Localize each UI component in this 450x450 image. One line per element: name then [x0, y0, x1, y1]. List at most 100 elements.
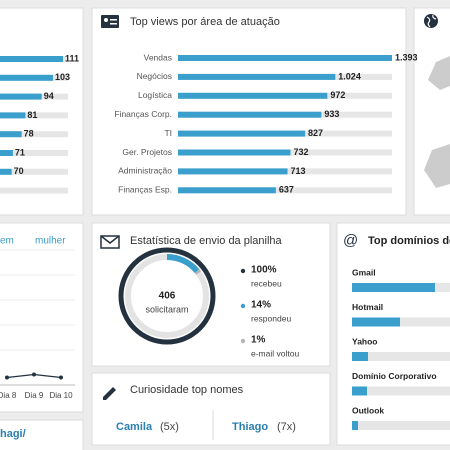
donut-ring	[118, 247, 216, 345]
name: Thiago	[232, 421, 268, 433]
legend-label: recebeu	[251, 278, 282, 288]
legend-entry: em	[0, 236, 14, 247]
value-label: 972	[330, 90, 345, 100]
name: Camila	[116, 421, 153, 433]
category-label: TI	[164, 128, 172, 138]
link-text[interactable]: hagi/	[0, 428, 26, 440]
value-label: 103	[55, 72, 70, 82]
bar	[0, 150, 13, 156]
point	[59, 375, 63, 380]
bar	[178, 111, 322, 118]
category-label: Domínio Corporativo	[352, 371, 437, 381]
panel	[0, 419, 84, 450]
bar	[0, 131, 22, 138]
bar	[178, 168, 288, 175]
bar-track	[352, 421, 450, 430]
bar	[352, 283, 435, 292]
panel	[0, 7, 84, 216]
bar	[178, 55, 392, 61]
value-label: 81	[27, 110, 37, 120]
panel-title: Curiosidade top nomes	[130, 384, 244, 396]
category-label: Vendas	[144, 52, 172, 62]
name-count: (5x)	[160, 421, 179, 433]
bar	[352, 317, 400, 327]
bar-track	[0, 131, 68, 138]
category-label: Yahoo	[352, 336, 378, 346]
donut-arc	[194, 269, 201, 275]
bar	[0, 74, 53, 81]
bar	[178, 92, 328, 99]
bar	[0, 112, 26, 119]
bar-track	[0, 112, 68, 119]
globe-icon	[424, 14, 438, 28]
legend-label: respondeu	[251, 313, 291, 323]
center-label: solicitaram	[145, 304, 188, 314]
bar	[178, 73, 336, 80]
category-label: Hotmail	[352, 302, 383, 312]
category-label: Ger. Projetos	[122, 147, 172, 157]
point	[32, 372, 36, 377]
x-tick-label: Dia 8	[0, 391, 17, 400]
value-label: 713	[291, 166, 306, 176]
legend-label: e-mail voltou	[251, 348, 299, 358]
bar	[0, 168, 12, 175]
id-card-icon	[101, 15, 119, 28]
point	[5, 375, 9, 380]
bar-track	[178, 187, 392, 194]
map-shape	[424, 56, 450, 188]
bar	[178, 149, 291, 156]
value-label: 94	[44, 91, 54, 101]
value-label: 933	[324, 109, 339, 119]
bar-track	[0, 187, 68, 194]
category-label: Gmail	[352, 267, 376, 277]
legend-bullet	[240, 338, 246, 344]
bar-track	[0, 168, 68, 175]
category-label: Finanças Esp.	[118, 185, 172, 195]
value-label: 70	[14, 166, 24, 176]
bar	[352, 421, 358, 430]
legend-value: 14%	[251, 300, 271, 311]
bar	[352, 386, 367, 396]
pencil-icon	[103, 387, 116, 400]
panel	[91, 372, 331, 446]
panel-title: Top domínios de	[368, 235, 450, 247]
value-label: 637	[279, 185, 294, 195]
at-icon: @	[343, 232, 358, 249]
category-label: Logística	[138, 90, 172, 100]
donut-arc	[166, 254, 200, 274]
category-label: Outlook	[352, 405, 384, 415]
envelope-icon	[100, 235, 120, 249]
value-label: 71	[15, 147, 25, 157]
bar-track	[352, 352, 450, 361]
bar	[178, 130, 306, 137]
center-value: 406	[159, 291, 176, 302]
x-tick-label: Dia 10	[49, 391, 73, 400]
legend-bullet	[240, 268, 246, 274]
panel	[91, 7, 407, 216]
x-tick-label: Dia 9	[25, 391, 44, 400]
bar	[0, 56, 63, 62]
bar	[178, 187, 276, 194]
legend-bullet	[240, 303, 246, 309]
panel-title: Estatística de envio da planilha	[130, 235, 283, 247]
value-label: 78	[24, 129, 34, 139]
legend-entry: mulher	[35, 236, 66, 247]
bar-track	[352, 317, 450, 327]
bar	[0, 93, 42, 100]
panel-title: Top views por área de atuação	[130, 16, 280, 28]
legend-value: 1%	[251, 335, 266, 346]
bar-track	[0, 150, 68, 156]
value-label: 1.393	[395, 52, 418, 62]
bar-track	[352, 386, 450, 396]
panel	[0, 222, 84, 413]
category-label: Finanças Corp.	[114, 109, 172, 119]
category-label: Negócios	[137, 71, 172, 81]
bar	[352, 352, 368, 361]
legend-value: 100%	[251, 265, 277, 276]
category-label: Administração	[118, 166, 172, 176]
name-count: (7x)	[277, 421, 296, 433]
value-label: 1.024	[338, 71, 361, 81]
value-label: 827	[308, 128, 323, 138]
